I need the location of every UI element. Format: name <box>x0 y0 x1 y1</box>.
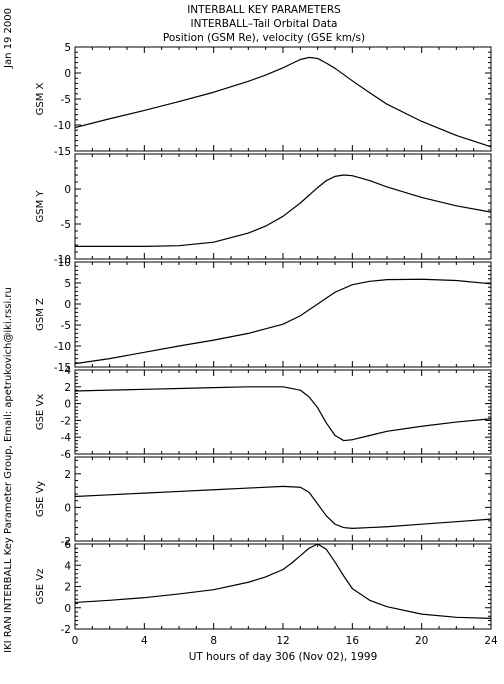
x-axis: 0 4 8 12 16 20 24 <box>72 635 498 647</box>
panels-group: -15 -10 -5 0 5 GSM X -10 -5 0 GSM Y -15 -10 -5 0 5 10 GS… <box>35 42 492 636</box>
y-tick-label: -15 <box>54 146 71 158</box>
panel-frame <box>74 543 492 630</box>
y-tick-label: 0 <box>64 68 71 80</box>
series-line <box>74 278 492 365</box>
x-tick-label: 12 <box>276 635 289 647</box>
panel-6: -2 0 2 4 6 GSE Vz <box>35 539 492 636</box>
y-tick-label: -2 <box>61 624 71 636</box>
panel-5: -2 0 2 GSE Vy <box>35 456 492 548</box>
y-tick-label: 0 <box>64 502 71 514</box>
y-tick-label: 2 <box>64 469 71 481</box>
y-tick-label: -6 <box>61 449 72 461</box>
y-tick-label: 5 <box>64 278 71 290</box>
series-line <box>74 56 492 148</box>
y-tick-label: -5 <box>61 219 71 231</box>
x-axis-title: UT hours of day 306 (Nov 02), 1999 <box>189 651 378 663</box>
y-tick-label: 0 <box>64 399 71 411</box>
y-tick-label: 0 <box>64 603 71 615</box>
y-tick-label: -10 <box>54 341 71 353</box>
y-tick-label: 4 <box>64 365 71 377</box>
panel-frame <box>74 46 492 152</box>
y-tick-label: 0 <box>64 299 71 311</box>
y-axis-label: GSM Z <box>35 298 46 331</box>
x-tick-label: 8 <box>210 635 217 647</box>
y-tick-label: -10 <box>54 120 71 132</box>
side-credit-label: IKI RAN INTERBALL Key Parameter Group, E… <box>3 287 14 653</box>
y-axis-label: GSE Vz <box>35 569 46 605</box>
header-line-3: Position (GSM Re), velocity (GSE km/s) <box>163 32 365 44</box>
y-tick-label: -2 <box>61 415 71 427</box>
y-tick-label: -10 <box>54 254 71 266</box>
header-line-2: INTERBALL–Tail Orbital Data <box>191 18 338 30</box>
panel-3: -15 -10 -5 0 5 10 GSM Z <box>35 257 492 374</box>
panel-frame <box>74 369 492 455</box>
y-tick-label: 0 <box>64 184 71 196</box>
y-axis-label: GSE Vy <box>35 481 46 517</box>
series-line <box>74 386 492 442</box>
x-tick-label: 0 <box>72 635 79 647</box>
panel-1: -15 -10 -5 0 5 GSM X <box>35 42 492 158</box>
series-line <box>74 485 492 529</box>
y-tick-label: 10 <box>58 257 71 269</box>
x-tick-label: 24 <box>484 635 498 647</box>
panel-frame <box>74 261 492 368</box>
panel-2: -10 -5 0 GSM Y <box>35 153 492 266</box>
y-tick-label: -5 <box>61 94 71 106</box>
y-tick-label: 2 <box>64 382 71 394</box>
panel-frame <box>74 153 492 260</box>
y-tick-label: 2 <box>64 582 71 594</box>
y-tick-label: -15 <box>54 362 71 374</box>
side-date-label: Jan 19 2000 <box>3 8 14 69</box>
series-line <box>75 174 492 247</box>
x-tick-label: 4 <box>141 635 148 647</box>
y-axis-label: GSM Y <box>35 190 46 223</box>
y-tick-label: 6 <box>64 539 71 551</box>
panel-4: -6 -4 -2 0 2 4 GSE Vx <box>35 365 492 461</box>
header-line-1: INTERBALL KEY PARAMETERS <box>187 4 341 16</box>
y-axis-label: GSM X <box>35 82 46 115</box>
x-tick-label: 20 <box>415 635 428 647</box>
y-tick-label: 5 <box>64 42 71 54</box>
panel-frame <box>74 456 492 542</box>
x-tick-label: 16 <box>346 635 360 647</box>
y-tick-label: -2 <box>61 536 71 548</box>
y-tick-label: -5 <box>61 320 71 332</box>
series-line <box>74 543 492 619</box>
y-tick-label: 4 <box>64 560 71 572</box>
y-axis-label: GSE Vx <box>35 394 46 430</box>
y-tick-label: -4 <box>61 432 72 444</box>
